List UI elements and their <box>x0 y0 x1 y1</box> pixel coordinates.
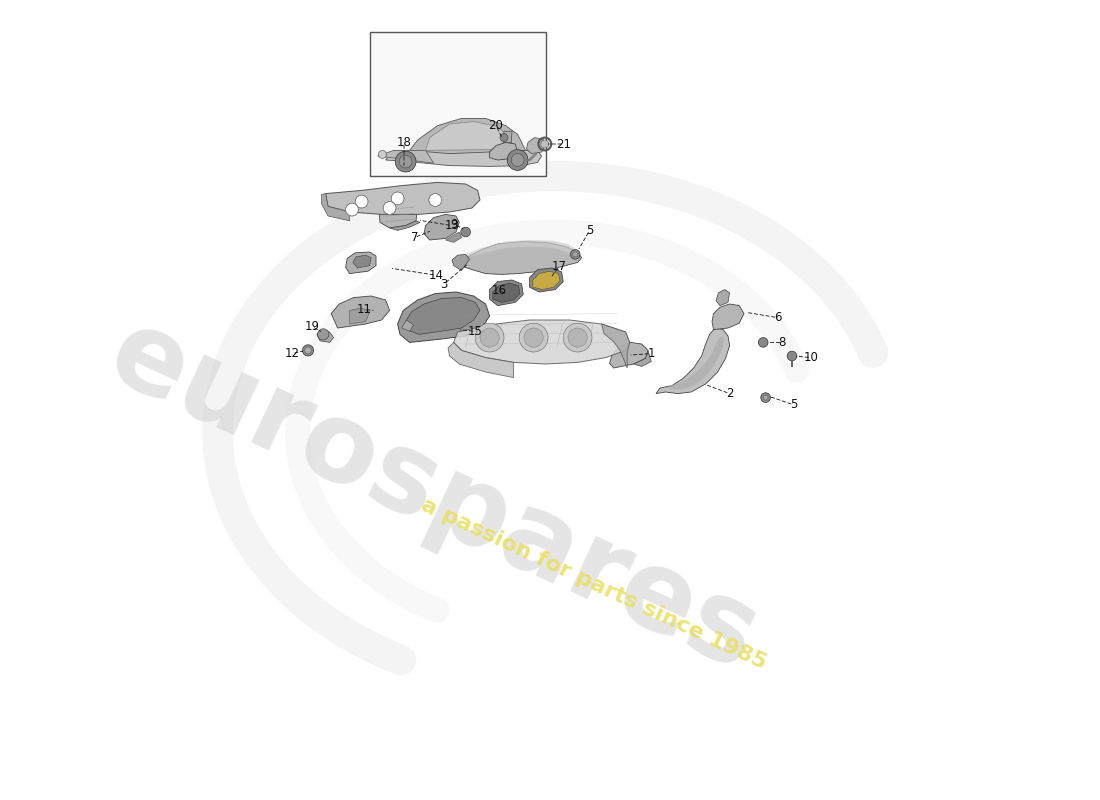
Text: 5: 5 <box>586 224 593 237</box>
Circle shape <box>305 347 311 354</box>
Polygon shape <box>490 142 518 160</box>
Polygon shape <box>716 290 729 306</box>
Text: 9: 9 <box>451 218 459 230</box>
Polygon shape <box>350 308 370 324</box>
Polygon shape <box>527 138 546 154</box>
Text: 19: 19 <box>305 320 319 333</box>
Polygon shape <box>379 197 418 228</box>
Polygon shape <box>532 271 560 290</box>
Polygon shape <box>448 342 514 378</box>
Circle shape <box>763 395 768 400</box>
Polygon shape <box>404 200 419 206</box>
Circle shape <box>480 328 499 347</box>
Polygon shape <box>503 131 512 142</box>
Circle shape <box>302 345 313 356</box>
Polygon shape <box>345 252 376 274</box>
Circle shape <box>573 252 578 257</box>
Polygon shape <box>458 242 582 274</box>
Text: 21: 21 <box>557 138 572 150</box>
Text: 14: 14 <box>429 269 443 282</box>
Polygon shape <box>406 298 480 334</box>
Text: 5: 5 <box>790 398 798 411</box>
Circle shape <box>788 351 796 361</box>
Polygon shape <box>446 232 462 242</box>
Circle shape <box>507 150 528 170</box>
Polygon shape <box>453 320 629 364</box>
Circle shape <box>541 140 549 148</box>
Circle shape <box>395 151 416 172</box>
Polygon shape <box>426 122 514 150</box>
Text: 1: 1 <box>648 347 654 360</box>
Circle shape <box>383 202 396 214</box>
Circle shape <box>399 155 412 168</box>
Circle shape <box>568 328 587 347</box>
Text: 20: 20 <box>488 119 504 132</box>
Polygon shape <box>321 194 350 221</box>
Polygon shape <box>634 350 651 366</box>
Circle shape <box>318 329 329 340</box>
Text: 2: 2 <box>726 387 734 400</box>
Polygon shape <box>397 292 490 342</box>
Text: 17: 17 <box>552 260 567 273</box>
Circle shape <box>461 227 471 237</box>
Circle shape <box>571 250 580 259</box>
Polygon shape <box>452 254 470 270</box>
Text: 11: 11 <box>356 303 372 316</box>
Polygon shape <box>326 182 480 214</box>
Text: 13: 13 <box>444 219 460 232</box>
Polygon shape <box>331 296 389 328</box>
Circle shape <box>429 194 441 206</box>
Circle shape <box>378 150 386 158</box>
Polygon shape <box>377 150 433 163</box>
Circle shape <box>512 154 524 166</box>
Polygon shape <box>670 336 724 390</box>
Text: 3: 3 <box>440 278 448 290</box>
Circle shape <box>345 203 359 216</box>
Polygon shape <box>317 330 333 342</box>
Polygon shape <box>529 268 563 292</box>
Polygon shape <box>490 280 524 306</box>
Text: 18: 18 <box>397 136 411 149</box>
Circle shape <box>524 328 543 347</box>
Circle shape <box>355 195 368 208</box>
Polygon shape <box>386 150 541 166</box>
Text: 7: 7 <box>410 231 418 244</box>
Circle shape <box>563 323 592 352</box>
Circle shape <box>761 393 770 402</box>
Text: 8: 8 <box>779 336 786 349</box>
Polygon shape <box>656 328 729 394</box>
Polygon shape <box>409 118 526 154</box>
Circle shape <box>475 323 504 352</box>
Circle shape <box>519 323 548 352</box>
Text: 12: 12 <box>285 347 299 360</box>
Polygon shape <box>609 342 648 368</box>
Polygon shape <box>462 240 578 259</box>
Polygon shape <box>424 214 459 240</box>
Circle shape <box>392 192 404 205</box>
Circle shape <box>758 338 768 347</box>
Text: 6: 6 <box>774 311 781 324</box>
Text: eurospares: eurospares <box>92 299 774 693</box>
Polygon shape <box>493 283 520 302</box>
Text: 10: 10 <box>804 351 818 364</box>
Circle shape <box>500 134 508 142</box>
Text: 15: 15 <box>468 325 483 338</box>
Bar <box>370 32 546 176</box>
Text: 16: 16 <box>492 284 507 297</box>
Polygon shape <box>389 221 420 230</box>
Polygon shape <box>353 255 371 268</box>
Text: a passion for parts since 1985: a passion for parts since 1985 <box>418 495 769 673</box>
Polygon shape <box>402 320 414 331</box>
Polygon shape <box>602 324 629 368</box>
Polygon shape <box>712 304 744 330</box>
